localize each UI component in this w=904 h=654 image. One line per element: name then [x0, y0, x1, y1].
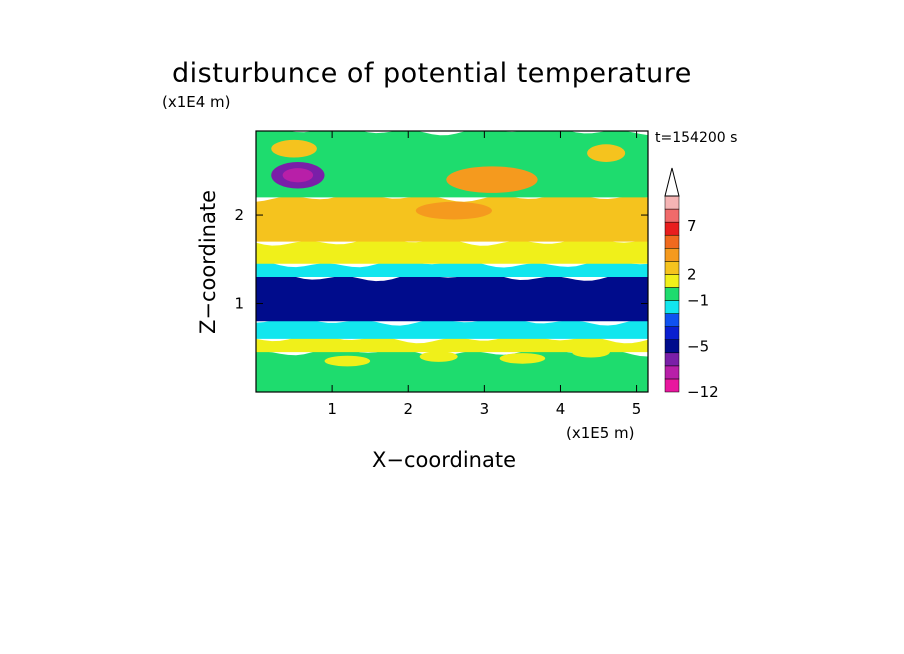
x-tick-label: 3 [480, 400, 490, 418]
contour-feature [415, 201, 492, 220]
colorbar-label: 7 [687, 217, 697, 235]
colorbar-segment [664, 274, 680, 288]
contour-feature [499, 353, 546, 364]
x-tick-label: 2 [403, 400, 413, 418]
colorbar-segment [664, 313, 680, 327]
contour-band [256, 272, 648, 322]
colorbar-segment [664, 300, 680, 314]
colorbar-segment [664, 287, 680, 301]
contour-band [256, 131, 648, 198]
contour-feature [446, 166, 538, 193]
y-tick-label: 1 [234, 295, 244, 313]
contour-feature [587, 144, 626, 162]
x-tick-label: 5 [632, 400, 642, 418]
colorbar-label: −5 [687, 337, 709, 355]
colorbar-segment [664, 261, 680, 275]
x-tick-label: 1 [327, 400, 337, 418]
colorbar-segment [664, 352, 680, 367]
y-axis-unit: (x1E4 m) [162, 93, 231, 111]
colorbar-segment [664, 339, 680, 354]
y-tick-label: 2 [234, 206, 244, 224]
contour-feature [282, 168, 314, 183]
contour-band [256, 334, 648, 353]
colorbar-segment [664, 378, 680, 393]
colorbar-label: −1 [687, 292, 709, 310]
contour-band [256, 259, 648, 277]
contour-feature [419, 351, 458, 362]
colorbar-segment [664, 221, 680, 236]
contour-field [256, 131, 648, 392]
chart-title: disturbunce of potential temperature [172, 58, 692, 89]
plot-frame [255, 130, 649, 393]
x-axis-label: X−coordinate [372, 448, 516, 472]
contour-feature [271, 139, 317, 158]
x-axis-unit: (x1E5 m) [566, 424, 635, 442]
colorbar-segment [664, 208, 680, 223]
colorbar-segment [664, 248, 680, 262]
colorbar-segment [664, 365, 680, 380]
colorbar-segment [664, 326, 680, 340]
time-label: t=154200 s [655, 130, 738, 146]
colorbar-segment [664, 234, 680, 249]
colorbar-label: −12 [687, 383, 719, 401]
colorbar-arrow [664, 167, 680, 197]
x-tick-label: 4 [556, 400, 566, 418]
contour-feature [324, 355, 371, 367]
contour-band [256, 316, 648, 339]
contour-feature [571, 346, 610, 358]
colorbar-label: 2 [687, 265, 697, 283]
contour-band [256, 237, 648, 264]
colorbar-segment [664, 195, 680, 210]
